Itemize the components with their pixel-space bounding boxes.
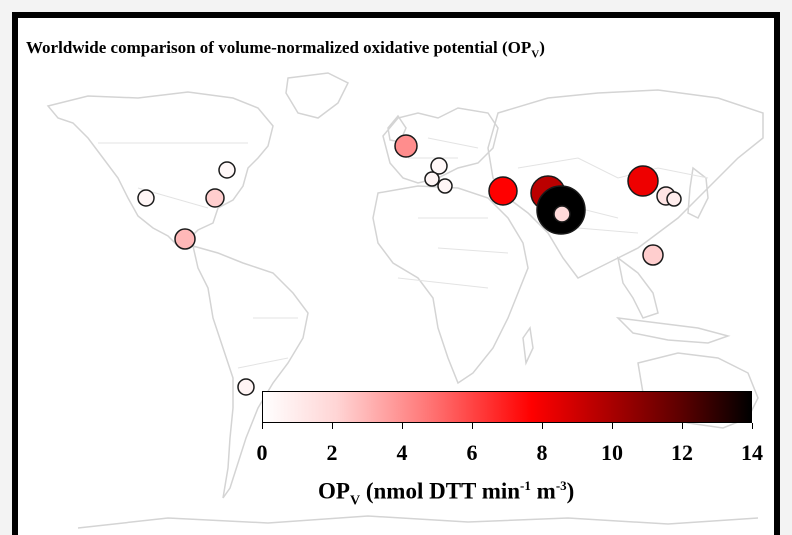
colorbar-tick-label: 0 bbox=[256, 440, 268, 465]
colorbar-label: OPV (nmol DTT min-1 m-3) bbox=[318, 478, 575, 509]
europe-outline bbox=[382, 107, 499, 184]
site-marker bbox=[437, 178, 453, 194]
southeast-asia-outline bbox=[616, 256, 659, 319]
colorbar-tick-label: 6 bbox=[466, 440, 478, 465]
site-marker bbox=[424, 171, 440, 187]
colorbar-tick-mark bbox=[542, 423, 543, 429]
site-marker bbox=[642, 244, 664, 266]
colorbar-tick-label: 2 bbox=[326, 440, 338, 465]
asia-outline bbox=[487, 89, 764, 279]
colorbar-tick-mark bbox=[752, 423, 753, 429]
colorbar-tick-label: 14 bbox=[741, 440, 763, 465]
colorbar-gradient bbox=[262, 391, 752, 423]
site-marker bbox=[174, 228, 196, 250]
colorbar-tick-label: 8 bbox=[536, 440, 548, 465]
site-marker bbox=[488, 176, 518, 206]
colorbar-tick-mark bbox=[612, 423, 613, 429]
indonesia-outline bbox=[615, 316, 731, 344]
site-marker bbox=[553, 205, 571, 223]
colorbar-tick-label: 4 bbox=[396, 440, 408, 465]
site-marker bbox=[205, 188, 225, 208]
south-america-outline bbox=[191, 244, 309, 499]
country-borders bbox=[98, 137, 709, 369]
africa-outline bbox=[372, 185, 529, 385]
colorbar-tick-mark bbox=[682, 423, 683, 429]
colorbar-tick-label: 12 bbox=[671, 440, 693, 465]
colorbar-tick-mark bbox=[262, 423, 263, 429]
site-marker bbox=[218, 161, 236, 179]
site-marker bbox=[430, 157, 448, 175]
colorbar bbox=[262, 391, 752, 435]
madagascar-outline bbox=[522, 326, 534, 366]
world-map bbox=[46, 72, 764, 529]
site-marker bbox=[666, 191, 682, 207]
site-marker bbox=[137, 189, 155, 207]
map-panel: Worldwide comparison of volume-normalize… bbox=[18, 18, 774, 535]
colorbar-tick-mark bbox=[472, 423, 473, 429]
map-frame: Worldwide comparison of volume-normalize… bbox=[12, 12, 780, 535]
colorbar-tick-mark bbox=[332, 423, 333, 429]
site-marker bbox=[627, 165, 659, 197]
site-markers bbox=[137, 134, 682, 396]
colorbar-tick-mark bbox=[402, 423, 403, 429]
antarctica-outline bbox=[77, 515, 759, 529]
site-marker bbox=[237, 378, 255, 396]
north-america-outline bbox=[46, 91, 274, 247]
site-marker bbox=[394, 134, 418, 158]
map-title: Worldwide comparison of volume-normalize… bbox=[26, 38, 545, 61]
greenland-outline bbox=[285, 72, 350, 119]
colorbar-tick-label: 10 bbox=[601, 440, 623, 465]
